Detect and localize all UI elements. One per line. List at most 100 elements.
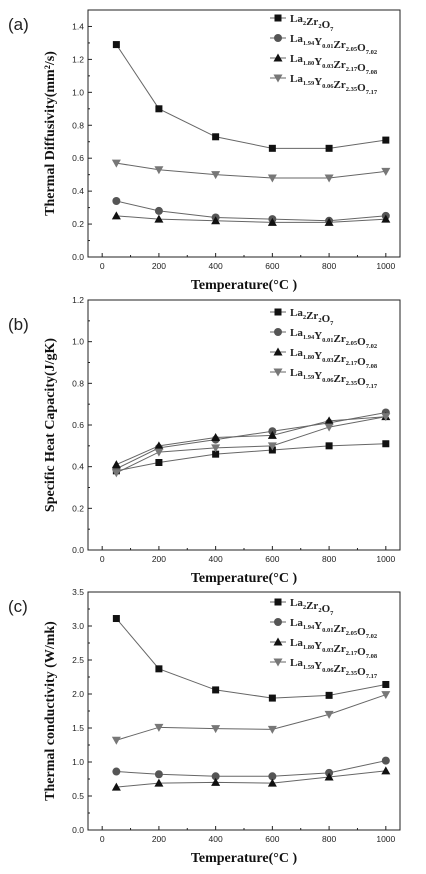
x-tick-label: 400 [209,834,223,844]
y-tick-label: 0.8 [72,378,84,388]
legend-element: O [357,666,366,678]
data-point [211,433,221,441]
series-0 [112,615,390,702]
legend-subscript: 7.08 [366,363,378,370]
y-tick-label: 1.0 [72,757,84,767]
legend-element: O [357,62,366,74]
legend-element: Zr [334,333,346,345]
series-line [116,200,386,222]
legend-label: La1.59Y0.06Zr2.35O7.17 [290,73,378,96]
legend-subscript: 2.17 [346,66,358,73]
y-tick-label: 0.4 [72,186,84,196]
legend-label: La1.59Y0.06Zr2.35O7.17 [290,657,378,680]
series-line [116,412,386,470]
y-tick-label: 0.0 [72,545,84,555]
legend-subscript: 2 [303,20,306,27]
legend-subscript: 0.01 [322,627,333,634]
data-point [111,460,121,469]
chart-panel-2: (c) 0.0 0.5 1.0 1.5 2.0 2.5 3.0 3.5 0 200 400 600 800… [8,587,401,866]
panel-label: (a) [8,15,29,34]
data-point [211,772,220,781]
data-point [154,441,164,450]
legend-element: O [322,603,331,615]
legend-subscript: 2 [318,23,321,30]
legend-element: Zr [334,59,346,71]
x-tick-label: 600 [265,261,279,271]
legend-label: La1.94Y0.01Zr2.05O7.02 [290,33,377,56]
x-tick-label: 200 [152,261,166,271]
y-tick-label: 0.4 [72,462,84,472]
y-tick-label: 3.5 [72,587,84,597]
legend-marker [274,598,282,606]
data-point [155,665,163,673]
series-2 [111,766,391,791]
legend-subscript: 7.17 [366,383,378,390]
legend-element: Y [314,350,322,362]
legend-subscript: 2.05 [346,630,358,637]
data-point [111,469,121,478]
legend-label: La2Zr2O7 [290,13,334,33]
legend-subscript: 2.05 [346,46,358,53]
legend-subscript: 1.59 [303,80,315,87]
data-point [111,736,121,745]
data-point [212,133,220,141]
series-line [116,760,386,777]
legend-element: Y [314,660,322,672]
legend-label: La1.80Y0.03Zr2.17O7.08 [290,53,378,76]
legend-subscript: 0.06 [322,667,334,674]
x-tick-label: 400 [209,554,223,564]
data-point [381,214,391,223]
y-tick-label: 1.4 [72,21,84,31]
legend-subscript: 2 [303,314,306,321]
data-point [154,723,164,732]
legend-subscript: 2.35 [346,380,358,387]
legend-marker [274,14,282,22]
series-line [116,694,386,741]
legend-element: Y [314,36,322,48]
x-tick-label: 600 [265,554,279,564]
y-tick-label: 0.6 [72,153,84,163]
legend-subscript: 1.80 [303,60,314,67]
y-tick-label: 0.0 [72,252,84,262]
legend-element: La [290,13,303,25]
x-tick-label: 1000 [376,261,395,271]
x-axis-title: Temperature(°C ) [191,851,298,866]
data-point [381,167,391,176]
data-point [324,174,334,183]
legend-label: La1.94Y0.01Zr2.05O7.02 [290,617,377,640]
x-tick-label: 0 [100,261,105,271]
data-point [111,782,121,791]
series-line [115,618,386,699]
data-point [154,770,163,779]
y-tick-label: 1.0 [72,87,84,97]
legend-element: La [290,307,303,319]
x-tick-label: 200 [152,554,166,564]
x-tick-label: 800 [322,834,336,844]
legend-subscript: 2 [318,607,321,614]
legend-subscript: 1.94 [303,40,315,47]
legend-subscript: 0.06 [322,83,334,90]
legend-element: La [290,327,303,339]
series-line [116,416,386,466]
legend-subscript: 7.08 [366,69,378,76]
data-point [211,444,221,453]
data-point [154,448,164,457]
y-tick-label: 2.0 [72,689,84,699]
series-3 [111,413,391,478]
legend-element: La [290,367,303,379]
data-point [154,214,164,223]
series-0 [112,41,390,152]
legend-element: Y [314,76,322,88]
data-point [324,423,334,432]
series-2 [111,211,391,226]
legend-marker [274,308,282,316]
legend-subscript: 1.94 [303,624,315,631]
y-axis-title: Specific Heat Capacity(J/gK) [43,338,58,513]
data-point [155,459,163,466]
data-point [325,144,333,152]
data-point [267,778,277,787]
series-1 [112,756,390,781]
data-point [211,216,221,225]
data-point [111,159,121,168]
x-tick-label: 1000 [376,554,395,564]
